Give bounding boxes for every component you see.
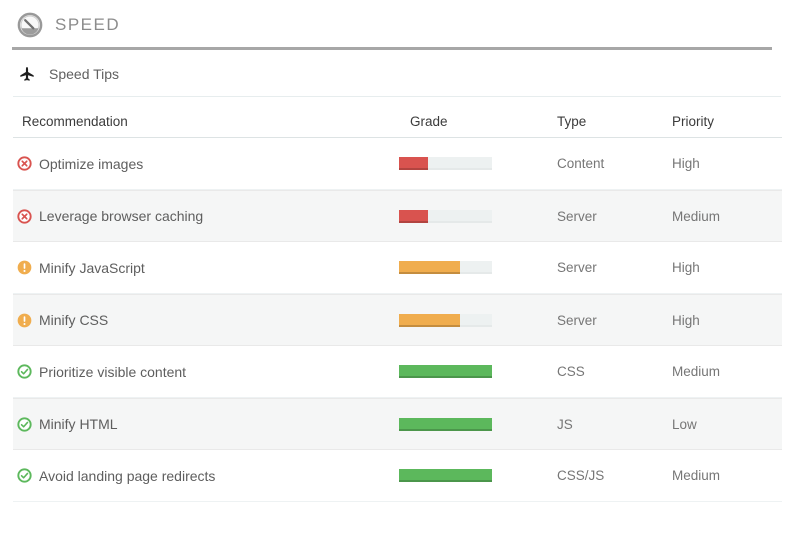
speedometer-icon <box>17 12 43 38</box>
column-header-grade: Grade <box>410 113 448 129</box>
recommendation-cell: Optimize images <box>13 156 399 172</box>
recommendation-label: Minify JavaScript <box>39 259 145 276</box>
exclamation-circle-icon <box>17 313 32 328</box>
exclamation-circle-icon <box>17 260 32 275</box>
grade-bar-track <box>399 157 492 170</box>
grade-bar-fill <box>399 157 428 170</box>
grade-bar-fill <box>399 261 461 274</box>
speed-report-panel: SPEED Speed Tips Recommendation Grade Ty… <box>12 0 782 502</box>
grade-bar-track <box>399 365 492 378</box>
table-row[interactable]: Optimize images Content High <box>13 138 782 190</box>
tips-divider <box>13 96 781 97</box>
recommendation-cell: Prioritize visible content <box>13 364 399 380</box>
table-row[interactable]: Minify CSS Server High <box>13 294 782 346</box>
grade-cell <box>399 209 557 223</box>
type-value: Server <box>557 260 597 275</box>
recommendation-label: Leverage browser caching <box>39 208 204 224</box>
grade-bar-track <box>399 469 492 482</box>
recommendation-cell: Minify HTML <box>13 416 399 432</box>
grade-bar-track <box>399 417 492 431</box>
type-value: Content <box>557 156 605 171</box>
grade-cell <box>399 261 557 274</box>
plane-icon <box>19 66 35 82</box>
type-value: CSS <box>557 364 585 379</box>
table-header-divider <box>13 137 782 138</box>
grade-cell <box>399 417 557 431</box>
type-value: Server <box>557 208 597 224</box>
grade-cell <box>399 469 557 482</box>
recommendation-cell: Leverage browser caching <box>13 208 399 224</box>
column-header-type: Type <box>557 113 587 129</box>
grade-bar-track <box>399 261 492 274</box>
column-header-recommendation: Recommendation <box>22 113 128 129</box>
table-row[interactable]: Prioritize visible content CSS Medium <box>13 346 782 398</box>
table-header-row: Recommendation Grade Type Priority <box>13 97 782 137</box>
speed-tips-label: Speed Tips <box>49 66 120 82</box>
recommendations-table: Optimize images Content High Leverage br… <box>13 138 782 502</box>
priority-value: High <box>672 312 700 328</box>
type-value: JS <box>557 416 573 432</box>
grade-bar-fill <box>399 313 461 327</box>
recommendation-label: Avoid landing page redirects <box>39 467 216 484</box>
recommendation-label: Optimize images <box>39 155 144 172</box>
times-circle-icon <box>17 208 32 224</box>
check-circle-icon <box>17 468 32 483</box>
header-divider <box>12 47 772 50</box>
priority-value: Low <box>672 416 697 432</box>
priority-value: Medium <box>672 468 721 483</box>
check-circle-icon <box>17 364 32 379</box>
grade-bar-track <box>399 209 492 223</box>
check-circle-icon <box>17 416 32 432</box>
grade-bar-fill <box>399 469 492 482</box>
type-value: Server <box>557 312 597 328</box>
grade-bar-fill <box>399 365 492 378</box>
grade-bar-fill <box>399 209 428 223</box>
priority-value: High <box>672 260 700 275</box>
recommendation-label: Minify CSS <box>39 312 109 328</box>
grade-cell <box>399 157 557 170</box>
recommendation-cell: Minify JavaScript <box>13 260 399 276</box>
table-row[interactable]: Minify JavaScript Server High <box>13 242 782 294</box>
recommendation-cell: Minify CSS <box>13 312 399 328</box>
recommendation-label: Minify HTML <box>39 416 118 432</box>
column-header-priority: Priority <box>672 113 715 129</box>
page-title: SPEED <box>55 15 121 34</box>
grade-bar-fill <box>399 417 492 431</box>
table-row[interactable]: Minify HTML JS Low <box>13 398 782 450</box>
table-row[interactable]: Leverage browser caching Server Medium <box>13 190 782 242</box>
recommendation-cell: Avoid landing page redirects <box>13 468 399 484</box>
table-row[interactable]: Avoid landing page redirects CSS/JS Medi… <box>13 450 782 502</box>
recommendation-label: Prioritize visible content <box>39 363 187 380</box>
priority-value: Medium <box>672 364 721 379</box>
type-value: CSS/JS <box>557 468 605 483</box>
grade-cell <box>399 365 557 378</box>
section-header: SPEED <box>13 0 780 47</box>
priority-value: High <box>672 156 700 171</box>
speed-tips-header: Speed Tips <box>13 50 780 96</box>
grade-bar-track <box>399 313 492 327</box>
grade-cell <box>399 313 557 327</box>
priority-value: Medium <box>672 208 721 224</box>
times-circle-icon <box>17 156 32 171</box>
